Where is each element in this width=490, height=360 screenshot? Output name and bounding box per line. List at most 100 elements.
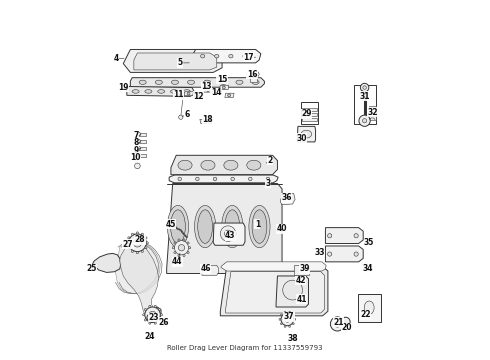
Ellipse shape [220,80,227,84]
Circle shape [330,317,344,331]
Circle shape [179,115,183,119]
Circle shape [128,237,130,239]
Text: 37: 37 [284,312,294,321]
Circle shape [284,311,286,313]
Polygon shape [213,223,245,245]
Bar [301,102,318,124]
Text: 38: 38 [287,334,298,343]
Bar [354,85,375,124]
Circle shape [220,226,236,242]
Text: 45: 45 [166,220,176,229]
Circle shape [183,239,185,241]
Text: 40: 40 [277,224,287,233]
Bar [139,147,146,150]
Circle shape [135,163,140,169]
Polygon shape [184,91,194,96]
Circle shape [213,177,217,181]
Circle shape [136,232,139,234]
Text: 44: 44 [172,257,182,266]
Circle shape [137,147,141,150]
Circle shape [222,86,225,89]
Circle shape [248,177,252,181]
Polygon shape [325,228,363,243]
Circle shape [137,154,141,157]
Circle shape [154,305,156,307]
Text: 29: 29 [301,109,312,118]
Text: 34: 34 [363,264,373,273]
Bar [302,108,317,111]
Circle shape [160,314,163,316]
Ellipse shape [364,301,374,314]
Polygon shape [134,53,217,70]
Text: 1: 1 [255,220,260,229]
Ellipse shape [243,54,247,58]
Text: 46: 46 [200,264,211,273]
Circle shape [145,307,160,323]
Circle shape [280,323,282,325]
Circle shape [154,322,156,324]
Ellipse shape [171,210,185,243]
Text: 25: 25 [86,264,97,273]
Ellipse shape [249,206,270,248]
Circle shape [145,309,147,311]
Circle shape [128,247,130,249]
Polygon shape [116,242,160,294]
Ellipse shape [155,80,162,84]
Text: 8: 8 [134,139,139,148]
Polygon shape [221,262,326,271]
Circle shape [126,242,128,244]
Polygon shape [213,90,221,94]
Polygon shape [127,86,194,96]
Polygon shape [123,49,222,72]
Text: 35: 35 [364,238,374,247]
Circle shape [178,239,180,241]
Polygon shape [120,238,159,318]
Text: 14: 14 [211,88,221,97]
Ellipse shape [139,80,146,84]
Polygon shape [202,265,219,275]
Text: 36: 36 [281,193,292,202]
Polygon shape [225,272,324,313]
Polygon shape [194,93,203,97]
Polygon shape [93,253,121,273]
Circle shape [176,94,179,97]
Circle shape [131,250,133,252]
Text: 30: 30 [296,134,307,143]
Ellipse shape [178,160,192,170]
Circle shape [149,322,151,324]
Ellipse shape [252,210,267,243]
Circle shape [174,242,176,244]
Ellipse shape [198,210,213,243]
Circle shape [207,89,209,91]
Circle shape [224,230,232,237]
Bar [139,133,146,136]
Text: 24: 24 [145,332,155,341]
Text: 33: 33 [315,248,325,257]
Circle shape [172,247,174,249]
Text: 9: 9 [134,145,139,154]
Ellipse shape [247,160,261,170]
Circle shape [327,252,332,256]
Circle shape [149,311,156,318]
Circle shape [197,93,200,96]
Circle shape [137,139,141,143]
Circle shape [187,242,189,244]
Circle shape [363,118,367,123]
Bar [302,113,317,116]
Polygon shape [220,85,229,90]
Circle shape [360,83,369,92]
Text: 4: 4 [114,54,119,63]
Bar [250,77,257,82]
Circle shape [253,71,259,77]
Text: 11: 11 [173,90,184,99]
Text: 7: 7 [134,131,139,140]
Text: 12: 12 [193,91,204,100]
Text: 22: 22 [361,310,371,319]
Ellipse shape [252,80,259,84]
Text: 20: 20 [342,323,352,332]
Circle shape [141,250,144,252]
Text: Roller Drag Lever Diagram for 11337559793: Roller Drag Lever Diagram for 1133755979… [167,345,323,351]
Circle shape [289,325,291,327]
Circle shape [187,92,190,95]
Text: 21: 21 [333,318,344,327]
